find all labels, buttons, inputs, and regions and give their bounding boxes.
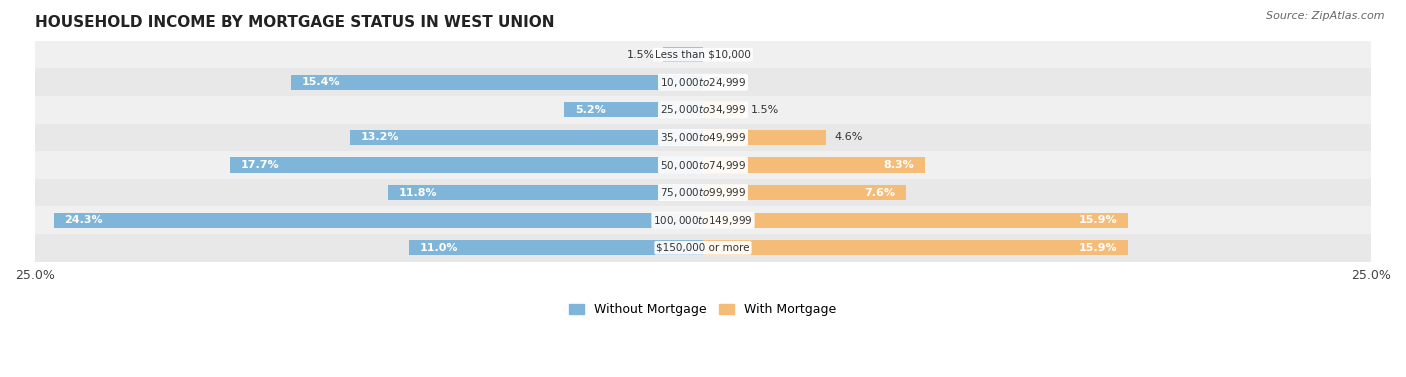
Bar	[703, 240, 1128, 255]
Bar	[231, 158, 703, 173]
Bar	[388, 185, 703, 200]
Text: $50,000 to $74,999: $50,000 to $74,999	[659, 158, 747, 172]
Text: 8.3%: 8.3%	[883, 160, 914, 170]
Text: $25,000 to $34,999: $25,000 to $34,999	[659, 103, 747, 116]
Text: 11.8%: 11.8%	[398, 188, 437, 198]
Text: 15.4%: 15.4%	[302, 77, 340, 87]
Text: $35,000 to $49,999: $35,000 to $49,999	[659, 131, 747, 144]
Bar	[409, 240, 703, 255]
Bar	[35, 179, 1371, 207]
Text: $100,000 to $149,999: $100,000 to $149,999	[654, 214, 752, 227]
Bar	[35, 41, 1371, 69]
Text: $75,000 to $99,999: $75,000 to $99,999	[659, 186, 747, 199]
Bar	[35, 207, 1371, 234]
Text: 0.0%: 0.0%	[711, 77, 740, 87]
Bar	[35, 234, 1371, 262]
Bar	[35, 151, 1371, 179]
Bar	[53, 213, 703, 228]
Bar	[703, 158, 925, 173]
Text: 1.5%: 1.5%	[751, 105, 779, 115]
Bar	[291, 75, 703, 90]
Text: 1.5%: 1.5%	[627, 50, 655, 60]
Bar	[564, 102, 703, 117]
Text: HOUSEHOLD INCOME BY MORTGAGE STATUS IN WEST UNION: HOUSEHOLD INCOME BY MORTGAGE STATUS IN W…	[35, 15, 554, 30]
Bar	[703, 102, 744, 117]
Text: Source: ZipAtlas.com: Source: ZipAtlas.com	[1267, 11, 1385, 21]
Text: 15.9%: 15.9%	[1078, 215, 1118, 225]
Bar	[662, 47, 703, 62]
Text: $150,000 or more: $150,000 or more	[657, 243, 749, 253]
Bar	[350, 130, 703, 145]
Text: $10,000 to $24,999: $10,000 to $24,999	[659, 76, 747, 89]
Text: 4.6%: 4.6%	[834, 132, 862, 143]
Bar	[35, 124, 1371, 151]
Bar	[703, 185, 905, 200]
Bar	[703, 213, 1128, 228]
Text: 11.0%: 11.0%	[420, 243, 458, 253]
Text: 7.6%: 7.6%	[865, 188, 896, 198]
Bar	[35, 96, 1371, 124]
Text: 0.0%: 0.0%	[711, 50, 740, 60]
Text: 24.3%: 24.3%	[65, 215, 103, 225]
Text: Less than $10,000: Less than $10,000	[655, 50, 751, 60]
Text: 17.7%: 17.7%	[240, 160, 280, 170]
Bar	[703, 130, 825, 145]
Bar	[35, 69, 1371, 96]
Legend: Without Mortgage, With Mortgage: Without Mortgage, With Mortgage	[564, 299, 842, 322]
Text: 15.9%: 15.9%	[1078, 243, 1118, 253]
Text: 13.2%: 13.2%	[361, 132, 399, 143]
Text: 5.2%: 5.2%	[575, 105, 606, 115]
